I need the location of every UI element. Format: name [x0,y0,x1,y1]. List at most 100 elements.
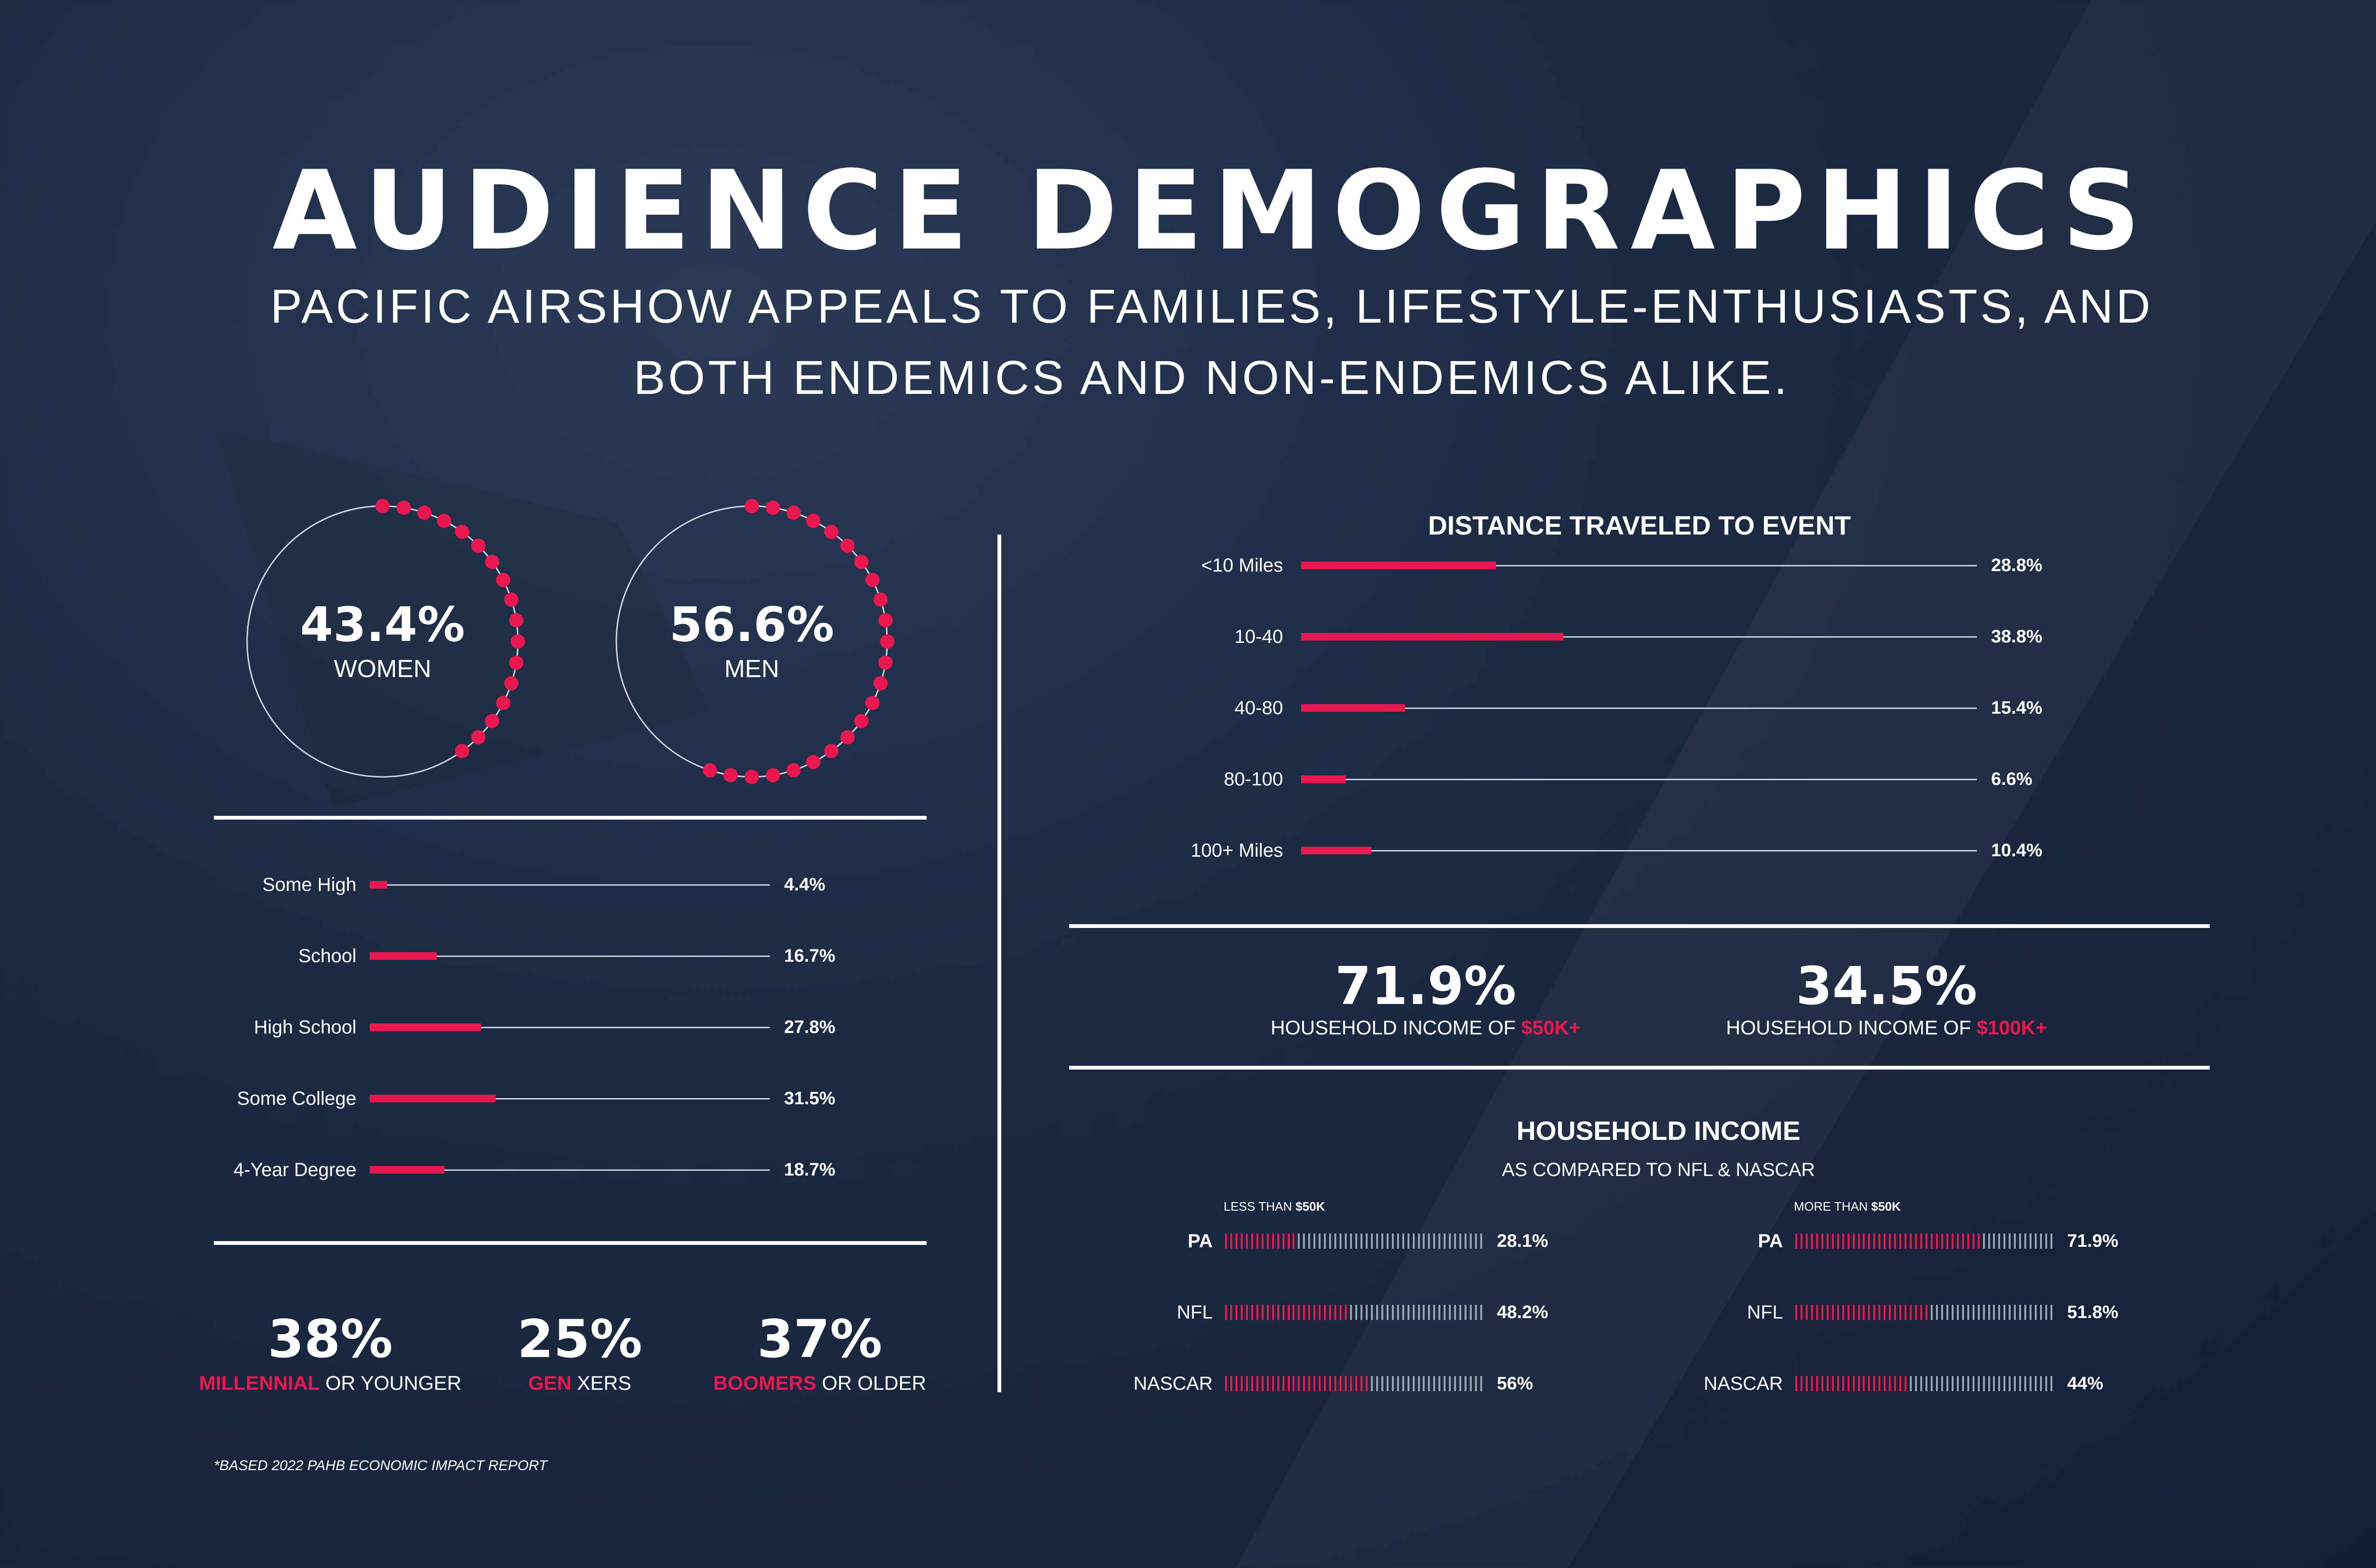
bar-track [370,956,770,957]
bar-value-label: 4.4% [784,875,825,895]
income-50k-accent: $50K+ [1521,1016,1581,1039]
income-tick-filled [1868,1233,1870,1249]
income-tick-empty [1951,1376,1954,1391]
income-tick-filled [1884,1305,1886,1320]
income-tick-empty [1480,1376,1483,1391]
income-tick-empty [2009,1233,2011,1249]
income-tick-filled [1324,1305,1326,1320]
income-tick-filled [1962,1233,1964,1249]
genx-rest: XERS [571,1372,632,1394]
income-tick-empty [2040,1305,2042,1320]
income-tick-filled [1256,1376,1258,1391]
income-tick-filled [1298,1305,1300,1320]
men-ring-dot [766,500,780,515]
income-tick-filled [1878,1233,1881,1249]
income-tick-filled [1926,1233,1927,1249]
income-tick-empty [2035,1376,2037,1391]
men-ring-dot [745,770,759,784]
bar [370,1023,481,1031]
income-tick-filled [1889,1376,1891,1391]
income-tick-empty [1365,1305,1368,1320]
income-tick-filled [1225,1305,1227,1320]
income-tick-empty [1381,1233,1383,1249]
more-than-prefix: MORE THAN [1794,1199,1871,1214]
household-income-title: HOUSEHOLD INCOME [1516,1116,1801,1146]
income-tick-filled [1298,1376,1300,1391]
bar-value-label: 15.4% [1991,698,2042,718]
income-tick-filled [1842,1376,1844,1391]
income-50k-caption: HOUSEHOLD INCOME OF $50K+ [1188,1018,1663,1038]
income-tick-filled [1816,1376,1818,1391]
income-tick-filled [1805,1305,1808,1320]
income-tick-filled [1293,1376,1295,1391]
income-tick-filled [1256,1233,1258,1249]
income-tick-filled [1842,1233,1844,1249]
income-tick-empty [2045,1376,2048,1391]
income-tick-filled [1899,1233,1902,1249]
income-tick-empty [1946,1376,1948,1391]
income-tick-empty [2009,1305,2011,1320]
income-tick-filled [1272,1376,1274,1391]
income-tick-empty [1407,1305,1409,1320]
income-tick-filled [1831,1305,1834,1320]
income-tick-filled [1837,1376,1839,1391]
income-tick-empty [1397,1233,1399,1249]
bar-value-label: 27.8% [784,1017,835,1037]
income-tick-empty [1444,1305,1446,1320]
income-tick-filled [1946,1233,1948,1249]
income-tick-empty [1930,1305,1933,1320]
income-tick-empty [2050,1233,2053,1249]
income-tick-filled [1225,1233,1227,1249]
bar-value-label: 18.7% [784,1160,835,1180]
bar-track [1301,779,1977,780]
income-tick-empty [2040,1233,2042,1249]
income-tick-empty [2019,1376,2022,1391]
men-ring-dot [702,763,717,778]
women-ring-dot [455,744,469,758]
income-tick-empty [2030,1305,2032,1320]
bar-track [1301,636,1977,638]
income-tick-empty [1423,1233,1425,1249]
income-tick-filled [1287,1233,1290,1249]
bar-category-label: <10 Miles [1201,555,1283,576]
women-ring-dot [509,613,524,628]
income-tick-filled [1967,1233,1969,1249]
income-tick-filled [1878,1305,1881,1320]
men-ring-dot [865,696,880,710]
income-tick-empty [1319,1233,1321,1249]
income-tick-filled [1266,1233,1269,1249]
income-tick-empty [1967,1376,1969,1391]
income-tick-empty [1998,1233,2001,1249]
men-ring-dot [824,744,839,758]
income-tick-filled [1251,1233,1253,1249]
income-tick-empty [1334,1233,1337,1249]
income-tick-empty [2003,1305,2006,1320]
men-ring-dot [723,768,738,783]
men-ring-dot [806,514,821,528]
income-tick-empty [1926,1376,1927,1391]
income-tick-filled [1816,1305,1818,1320]
income-tick-empty [1920,1376,1923,1391]
income-tick-filled [1805,1376,1808,1391]
income-tick-filled [1894,1376,1897,1391]
income-tick-empty [1340,1233,1342,1249]
income-tick-empty [1407,1233,1409,1249]
income-tick-filled [1800,1233,1802,1249]
income-tick-filled [1926,1305,1927,1320]
genx-caption: GEN XERS [437,1373,722,1393]
income-tick-empty [1391,1305,1394,1320]
income-tick-empty [1983,1376,1985,1391]
income-tick-empty [1444,1233,1446,1249]
income-tick-filled [1308,1305,1311,1320]
income-tick-empty [1402,1305,1404,1320]
income-tick-empty [1977,1376,1980,1391]
income-tick-filled [1826,1305,1829,1320]
income-tick-filled [1345,1305,1347,1320]
ring-men [615,499,894,784]
bar-category-label: 80-100 [1224,769,1283,790]
income-tick-empty [1428,1233,1430,1249]
bar-value-label: 28.8% [1991,555,2042,575]
women-percentage: 43.4% [300,597,465,652]
income-tick-empty [2030,1376,2032,1391]
income-tick-filled [1282,1233,1284,1249]
